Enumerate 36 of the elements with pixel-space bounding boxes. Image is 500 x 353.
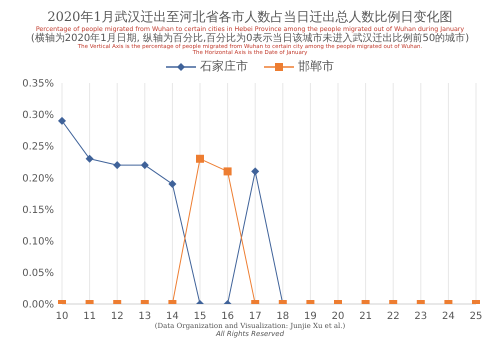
y-tick-label: 0.10% — [22, 236, 54, 248]
x-tick-label: 23 — [414, 311, 428, 322]
x-tick-label: 25 — [470, 311, 482, 322]
chart-title: 2020年1月武汉迁出至河北省各市人数占当日迁出总人数比例日变化图 — [46, 9, 454, 26]
x-tick-label: 22 — [386, 311, 400, 322]
point — [140, 161, 149, 170]
point — [113, 161, 122, 170]
x-tick-label: 24 — [442, 311, 455, 322]
point — [168, 180, 176, 188]
x-tick-label: 16 — [221, 311, 234, 322]
point — [58, 116, 66, 125]
y-tick-label: 0.05% — [22, 268, 54, 279]
x-tick-label: 21 — [359, 311, 372, 322]
x-tick-label: 11 — [83, 311, 96, 322]
x-tick-label: 12 — [110, 311, 124, 322]
y-tick-label: 0.20% — [22, 173, 54, 184]
point — [224, 167, 232, 176]
y-tick-label: 0.00% — [22, 300, 54, 311]
x-tick-label: 14 — [166, 311, 179, 322]
y-tick-label: 0.35% — [22, 78, 54, 90]
point — [251, 167, 260, 176]
x-tick-label: 13 — [138, 311, 152, 322]
x-tick-label: 15 — [194, 311, 206, 322]
text: (横轴为2020年1月日期, 纵轴为百分比,百分比为0表示当日该城市未进入武汉迁出比例前50的城市) — [30, 33, 470, 44]
legend-label: 邯郸市 — [297, 58, 334, 75]
x-tick-label: 20 — [332, 311, 344, 322]
y-tick-label: 0.30% — [22, 110, 54, 122]
point — [196, 154, 204, 163]
x-tick-label: 10 — [56, 311, 68, 322]
x-tick-label: 17 — [248, 311, 262, 322]
legend-label: 石家庄市 — [199, 58, 248, 75]
point — [86, 154, 94, 163]
x-tick-label: 19 — [304, 311, 317, 322]
x-tick-label: 18 — [276, 311, 290, 322]
y-tick-label: 0.25% — [22, 142, 54, 153]
y-tick-label: 0.15% — [22, 204, 54, 216]
